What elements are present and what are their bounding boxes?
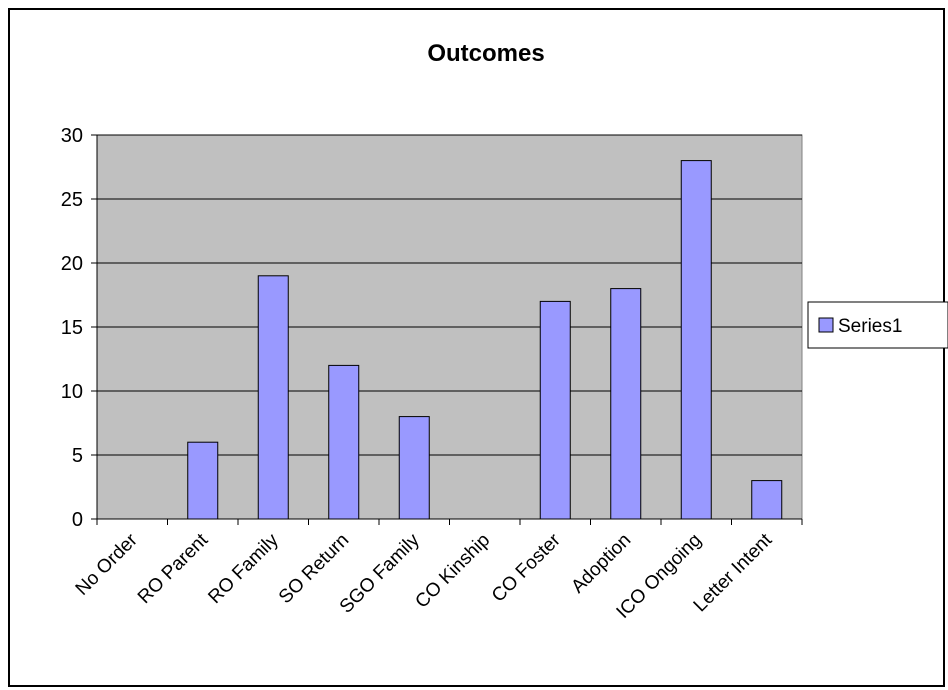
y-tick-label: 20 <box>61 253 83 275</box>
x-category-label: CO Foster <box>488 529 565 606</box>
y-tick-label: 0 <box>72 509 83 531</box>
y-tick-label: 30 <box>61 125 83 147</box>
bars <box>187 160 783 520</box>
bar <box>328 364 360 520</box>
bar <box>539 300 571 520</box>
y-tick-label: 15 <box>61 317 83 339</box>
chart-title: Outcomes <box>427 40 544 67</box>
bar <box>680 160 712 520</box>
legend-swatch <box>818 317 834 333</box>
legend-label: Series1 <box>838 316 902 337</box>
x-category-label: RO Family <box>204 529 283 608</box>
bar <box>610 288 642 520</box>
bar <box>398 416 430 520</box>
bar <box>187 441 219 520</box>
x-category-label: No Order <box>72 529 143 600</box>
y-tick-label: 25 <box>61 189 83 211</box>
x-category-label: RO Parent <box>134 529 213 608</box>
bar <box>257 275 289 520</box>
y-axis-ticks: 0 5 10 15 20 25 30 <box>61 125 97 531</box>
y-tick-label: 10 <box>61 381 83 403</box>
y-tick-label: 5 <box>72 445 83 467</box>
bar <box>751 480 783 520</box>
x-category-label: CO Kinship <box>411 530 494 613</box>
x-category-label: Adoption <box>567 530 635 598</box>
legend: Series1 <box>807 301 948 349</box>
